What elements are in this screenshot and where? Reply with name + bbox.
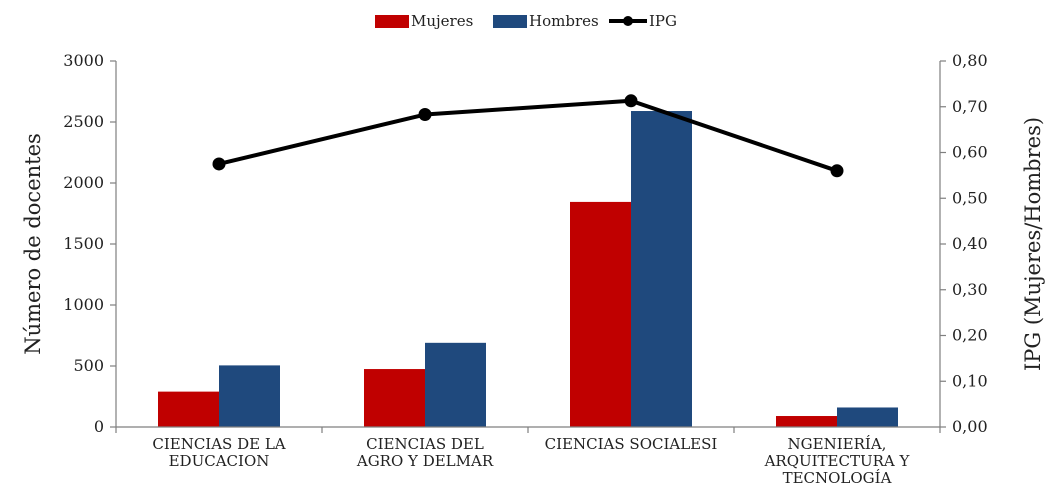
y-tick-label-right-5: 0,50 [952, 188, 988, 207]
y-tick-label-left-3: 1500 [63, 234, 104, 253]
y-tick-label-left-0: 0 [94, 417, 104, 436]
ipg-line-group [212, 94, 844, 178]
y-tick-label-right-0: 0,00 [952, 417, 988, 436]
x-tick-label-2: CIENCIAS SOCIALESI [545, 435, 718, 453]
bar-mujeres-0 [158, 391, 219, 427]
y-axis-title-right: IPG (Mujeres/Hombres) [1021, 117, 1045, 371]
y-tick-label-right-3: 0,30 [952, 280, 988, 299]
labels-group: 0 500 1000 1500 2000 2500 3000 0,00 0,10 0,20 0,30… [21, 51, 1045, 487]
y-tick-label-right-6: 0,60 [952, 143, 988, 162]
y-tick-label-left-2: 1000 [63, 295, 104, 314]
legend-label-mujeres: Mujeres [411, 12, 473, 30]
legend-label-hombres: Hombres [529, 12, 599, 30]
legend-swatch-hombres [493, 15, 527, 28]
x-tick-label-line: AGRO Y DELMAR [356, 452, 494, 470]
x-tick-label-line: CIENCIAS DE LA [152, 435, 285, 453]
x-tick-label-0: CIENCIAS DE LA EDUCACION [152, 435, 285, 470]
legend: Mujeres Hombres IPG [375, 12, 677, 30]
x-tick-label-line: CIENCIAS DEL [366, 435, 484, 453]
bar-mujeres-1 [364, 369, 425, 427]
y-tick-label-right-1: 0,10 [952, 371, 988, 390]
bars-group [158, 111, 898, 428]
bar-hombres-2 [631, 111, 692, 428]
y-tick-label-right-7: 0,70 [952, 97, 988, 116]
axes-group [110, 60, 946, 433]
x-tick-label-3: NGENIERÍA, ARQUITECTURA Y TECNOLOGÍA [764, 435, 911, 487]
x-tick-label-line: ARQUITECTURA Y [764, 452, 911, 470]
bar-mujeres-2 [570, 201, 631, 427]
y-tick-label-right-4: 0,40 [952, 234, 988, 253]
legend-label-ipg: IPG [649, 12, 677, 30]
x-tick-label-line: CIENCIAS SOCIALESI [545, 435, 718, 453]
point-ipg-2 [624, 94, 638, 108]
x-tick-label-line: EDUCACION [169, 452, 270, 470]
x-tick-label-1: CIENCIAS DEL AGRO Y DELMAR [356, 435, 494, 470]
bar-mujeres-3 [776, 416, 837, 427]
bar-hombres-1 [425, 342, 486, 427]
point-ipg-1 [418, 108, 432, 122]
y-tick-label-left-6: 3000 [63, 51, 104, 70]
bar-hombres-0 [219, 365, 280, 427]
y-tick-label-left-1: 500 [73, 356, 104, 375]
legend-marker-ipg [623, 16, 633, 26]
y-tick-label-left-5: 2500 [63, 112, 104, 131]
y-tick-label-left-4: 2000 [63, 173, 104, 192]
legend-swatch-mujeres [375, 15, 409, 28]
x-tick-label-line: TECNOLOGÍA [783, 469, 892, 487]
x-tick-label-line: NGENIERÍA, [788, 435, 887, 453]
y-axis-title-left: Número de docentes [21, 133, 45, 355]
y-tick-label-right-8: 0,80 [952, 51, 988, 70]
point-ipg-3 [830, 164, 844, 178]
point-ipg-0 [212, 157, 226, 171]
line-ipg [218, 98, 838, 173]
y-tick-label-right-2: 0,20 [952, 326, 988, 345]
bar-hombres-3 [837, 407, 898, 427]
